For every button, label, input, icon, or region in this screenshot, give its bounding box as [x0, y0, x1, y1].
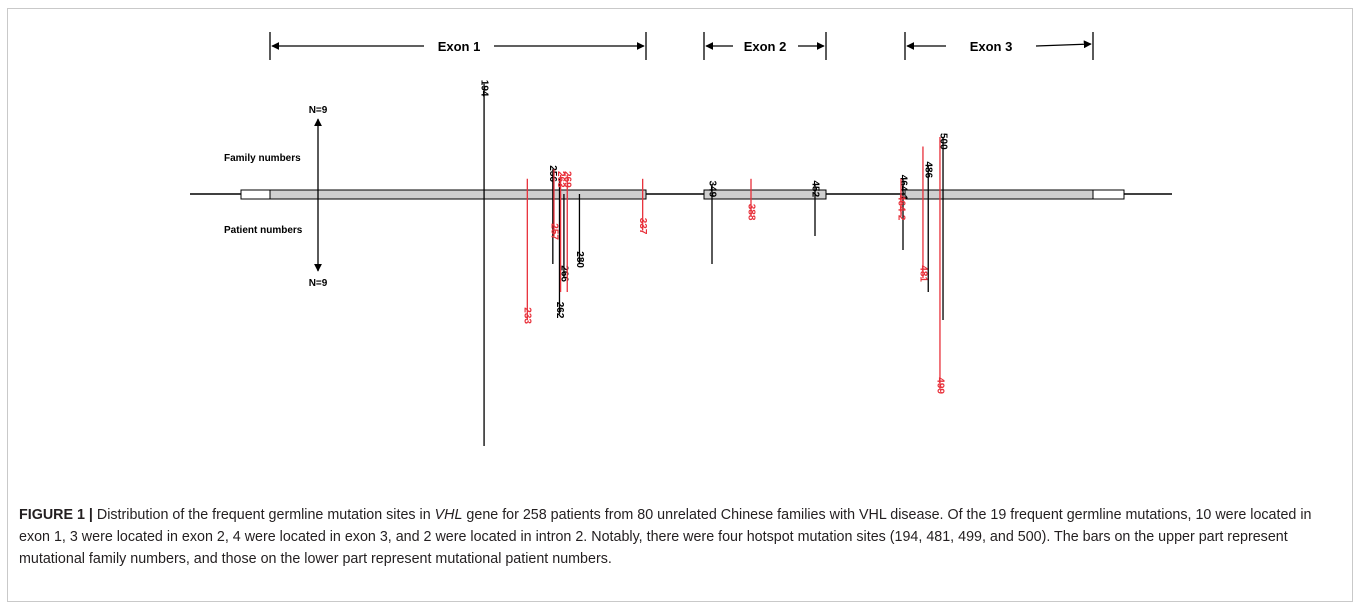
axis-top-label: N=9: [309, 105, 328, 116]
mutation-label-266: 266: [558, 265, 569, 282]
mutation-label-388: 388: [745, 204, 756, 221]
exon-3-box: [904, 189, 1094, 200]
figure-caption: FIGURE 1 | Distribution of the frequent …: [19, 504, 1337, 570]
vhl-mutation-diagram: Exon 1 Exon 2 Exon 3 N=9 N=9 Family numb…: [190, 32, 1172, 446]
mutation-label-349: 349: [706, 181, 717, 198]
mutation-label-233: 233: [522, 307, 533, 324]
mutation-label-263: 263: [555, 171, 566, 188]
utr-5-box: [240, 189, 271, 200]
caption-gene-name: VHL: [434, 507, 463, 523]
exon-1-span: Exon 1: [269, 32, 647, 60]
exon-3-span: Exon 3: [904, 32, 1094, 60]
utr-3-box: [1092, 189, 1125, 200]
axis-bottom-label: N=9: [309, 278, 328, 289]
mutation-label-452: 452: [809, 181, 820, 198]
n-axis: N=9 N=9 Family numbers Patient numbers: [224, 105, 328, 289]
family-numbers-label: Family numbers: [224, 153, 301, 164]
figure-frame: [7, 8, 1353, 602]
mutation-label-499: 499: [934, 377, 945, 394]
exon-1-box: [269, 189, 647, 200]
caption-text-before-gene: Distribution of the frequent germline mu…: [92, 507, 435, 523]
mutation-label-280: 280: [574, 251, 585, 268]
exon-2-span: Exon 2: [703, 32, 827, 60]
caption-figure-label: FIGURE 1 |: [19, 507, 93, 523]
exon-2-box: [703, 189, 827, 200]
mutation-bars: 194 233 256 257 262 263 266 269 280 337 349 388 452 4…: [478, 80, 948, 446]
caption-text-after-gene: gene for 258 patients from 80 unrelated …: [19, 507, 1312, 567]
exon-2-label: Exon 2: [744, 39, 787, 54]
mutation-label-337: 337: [637, 218, 648, 235]
mutation-label-464-2: 464-2: [895, 195, 906, 221]
exon-3-label: Exon 3: [970, 39, 1013, 54]
mutation-label-500: 500: [937, 133, 948, 150]
mutation-label-262: 262: [554, 302, 565, 319]
mutation-label-194: 194: [478, 80, 489, 97]
mutation-label-464-1: 464-1: [897, 175, 908, 201]
mutation-label-257: 257: [548, 223, 559, 240]
mutation-label-481: 481: [917, 265, 928, 282]
exon-1-label: Exon 1: [438, 39, 481, 54]
mutation-label-486: 486: [923, 162, 934, 179]
mutation-label-269: 269: [562, 171, 573, 188]
mutation-label-256: 256: [547, 165, 558, 182]
patient-numbers-label: Patient numbers: [224, 225, 303, 236]
